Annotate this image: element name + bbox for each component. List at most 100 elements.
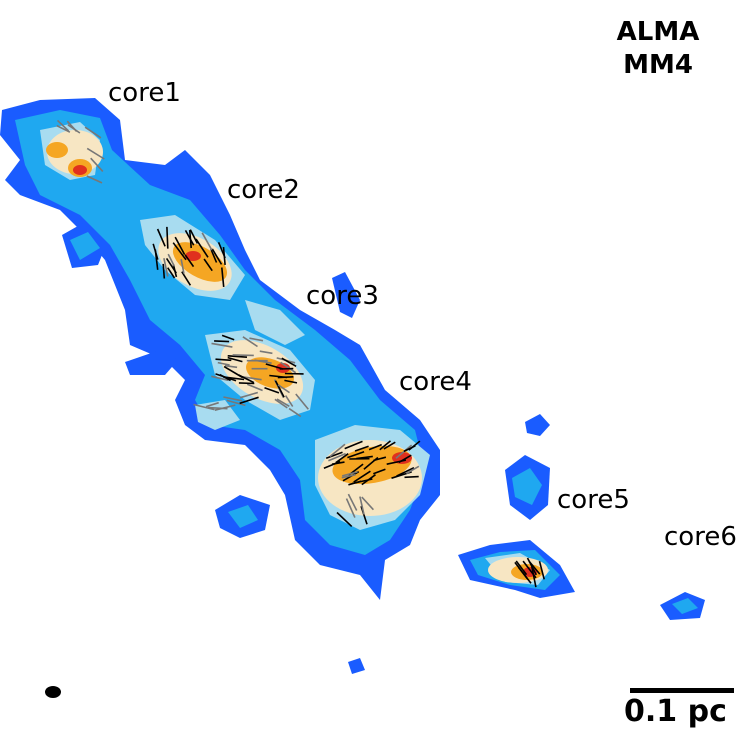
- polarization-segment: [531, 566, 537, 588]
- polarization-segment: [227, 356, 243, 363]
- polarization-segment: [265, 363, 284, 370]
- polarization-segment: [223, 365, 244, 379]
- emission-peaks: [73, 165, 537, 577]
- polarization-segment: [295, 393, 309, 410]
- polarization-segment: [386, 459, 407, 465]
- polarization-segment: [222, 247, 226, 265]
- polarization-segment: [353, 470, 371, 483]
- polarization-segment: [210, 248, 218, 263]
- polarization-segment: [167, 267, 176, 279]
- polarization-segment: [201, 232, 213, 251]
- polarization-segment: [205, 401, 219, 408]
- polarization-segment: [323, 460, 341, 469]
- title-line-2: MM4: [623, 50, 693, 80]
- polarization-segment: [86, 175, 103, 184]
- polarization-segment: [274, 398, 288, 409]
- polarization-segment: [214, 404, 236, 411]
- polarization-segment: [344, 440, 363, 450]
- map-title: ALMA MM4: [598, 16, 718, 82]
- polarization-segment: [408, 440, 421, 451]
- polarization-segment: [379, 440, 392, 451]
- polarization-segment: [259, 350, 273, 355]
- polarization-segment: [284, 379, 298, 384]
- polarization-segment: [180, 259, 185, 274]
- core1-label: core1: [108, 78, 181, 108]
- polarization-segment: [514, 561, 528, 579]
- polarization-segment: [288, 407, 302, 418]
- polarization-segment: [354, 445, 369, 452]
- polarization-segment: [211, 342, 233, 348]
- polarization-segment: [162, 263, 166, 279]
- polarization-segment: [284, 395, 294, 407]
- scale-bar: [630, 688, 734, 693]
- blob-tiny-b: [348, 658, 365, 674]
- polarization-segment: [325, 451, 343, 460]
- polarization-segment: [336, 511, 353, 527]
- polarization-segment: [184, 254, 195, 268]
- polarization-segment: [215, 358, 232, 362]
- blob-core5-top-mid: [512, 468, 542, 505]
- polarization-segment: [361, 496, 374, 511]
- polarization-segment: [238, 382, 255, 385]
- mid-filament-light: [245, 300, 305, 345]
- polarization-segment: [239, 396, 259, 405]
- polarization-segment: [211, 375, 229, 382]
- polarization-segment: [281, 357, 297, 367]
- polarization-vectors: [56, 119, 545, 588]
- core6-label: core6: [664, 522, 737, 552]
- polarization-segment: [522, 560, 537, 579]
- polarization-segment: [249, 337, 264, 342]
- core1-orange-a: [46, 142, 68, 158]
- polarization-segment: [223, 396, 243, 402]
- polarization-segment: [328, 452, 346, 462]
- polarization-segment: [226, 399, 246, 407]
- blob-core6-mid: [672, 598, 698, 614]
- polarization-segment: [221, 334, 235, 341]
- core2-label: core2: [227, 175, 300, 205]
- polarization-segment: [214, 340, 230, 343]
- polarization-segment: [341, 473, 356, 479]
- polarization-segment: [221, 267, 225, 287]
- polarization-segment: [526, 557, 538, 576]
- polarization-segment: [56, 119, 70, 132]
- polarization-segment: [383, 441, 396, 450]
- core5-label: core5: [557, 485, 630, 515]
- polarization-segment: [66, 120, 78, 132]
- polarization-segment: [166, 226, 169, 249]
- polarization-segment: [154, 249, 159, 270]
- polarization-segment: [224, 364, 238, 369]
- polarization-segment: [396, 466, 415, 477]
- polarization-segment: [368, 443, 382, 451]
- polarization-segment: [227, 355, 248, 358]
- polarization-segment: [280, 361, 297, 374]
- blob-left-mid: [70, 232, 100, 260]
- polarization-segment: [352, 478, 373, 485]
- beam-ellipse: [45, 686, 61, 698]
- polarization-segment: [165, 257, 177, 274]
- polarization-segment: [359, 496, 365, 515]
- polarization-segment: [211, 248, 223, 265]
- core4-label: core4: [399, 367, 472, 397]
- polarization-segment: [181, 271, 192, 286]
- polarization-segment: [515, 560, 528, 576]
- polarization-segment: [329, 443, 346, 458]
- title-line-1: ALMA: [616, 17, 700, 47]
- blob-tiny-a: [525, 414, 550, 436]
- polarization-segment: [406, 465, 420, 475]
- polarization-segment: [156, 228, 166, 247]
- polarization-segment: [356, 455, 373, 460]
- polarization-segment: [276, 398, 290, 407]
- polarization-segment: [217, 361, 230, 366]
- polarization-segment: [90, 157, 104, 172]
- polarization-segment: [239, 391, 259, 399]
- polarization-segment: [232, 354, 254, 357]
- core1-peak: [73, 165, 87, 175]
- polarization-segment: [347, 451, 365, 459]
- blob-lower-left-mid: [228, 505, 258, 528]
- polarization-segment: [193, 403, 215, 411]
- polarization-segment: [347, 493, 358, 511]
- polarization-segment: [277, 384, 290, 394]
- blob-small-outer: [125, 350, 178, 375]
- polarization-segment: [189, 229, 199, 244]
